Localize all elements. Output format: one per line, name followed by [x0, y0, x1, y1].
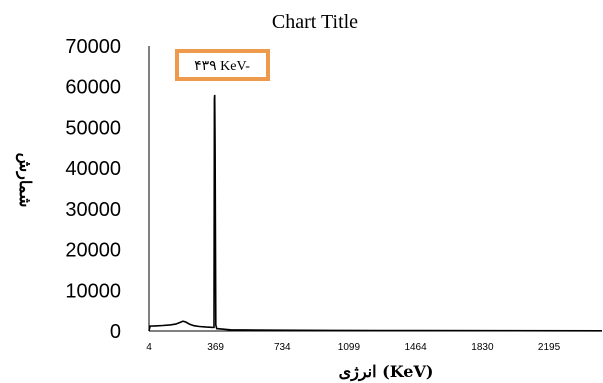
- y-tick-labels: 0 10000 20000 30000 40000 50000 60000 70000: [65, 36, 121, 343]
- x-tick-label: 734: [274, 342, 291, 353]
- y-tick-label: 50000: [65, 117, 121, 139]
- x-tick-label: 4: [146, 342, 152, 353]
- y-tick-label: 60000: [65, 77, 121, 99]
- y-tick-label: 0: [110, 321, 121, 343]
- x-tick-label: 369: [207, 342, 224, 353]
- chart-title: Chart Title: [272, 11, 358, 33]
- y-tick-label: 70000: [65, 36, 121, 58]
- x-tick-labels: 4 369 734 1099 1464 1830 2195: [146, 342, 560, 353]
- y-axis-label: شمارش: [15, 153, 35, 208]
- x-tick-label: 2195: [538, 342, 561, 353]
- x-axis-label: انرژی (KeV): [339, 362, 434, 382]
- y-tick-label: 10000: [65, 280, 121, 302]
- annotation-box: [175, 49, 270, 81]
- x-tick-label: 1830: [471, 342, 494, 353]
- x-tick-label: 1099: [338, 342, 361, 353]
- x-tick-label: 1464: [404, 342, 427, 353]
- annotation-label: ۴۳۹ KeV-: [194, 59, 250, 74]
- y-tick-label: 20000: [65, 240, 121, 262]
- y-tick-label: 40000: [65, 158, 121, 180]
- spectrum-line: [148, 94, 603, 332]
- y-tick-label: 30000: [65, 199, 121, 221]
